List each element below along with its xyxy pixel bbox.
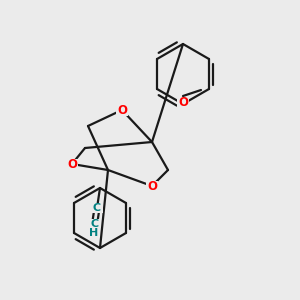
Text: O: O (147, 179, 157, 193)
Text: C: C (91, 219, 99, 229)
Text: O: O (117, 103, 127, 116)
Bar (146, 181, 158, 191)
Bar (66, 158, 78, 169)
Text: H: H (88, 229, 98, 238)
Text: C: C (93, 203, 101, 213)
Bar (88, 229, 99, 238)
Text: O: O (67, 158, 77, 170)
Bar (89, 219, 100, 229)
Bar (177, 97, 189, 107)
Bar (92, 203, 103, 213)
Bar (116, 104, 128, 116)
Text: O: O (178, 97, 188, 110)
